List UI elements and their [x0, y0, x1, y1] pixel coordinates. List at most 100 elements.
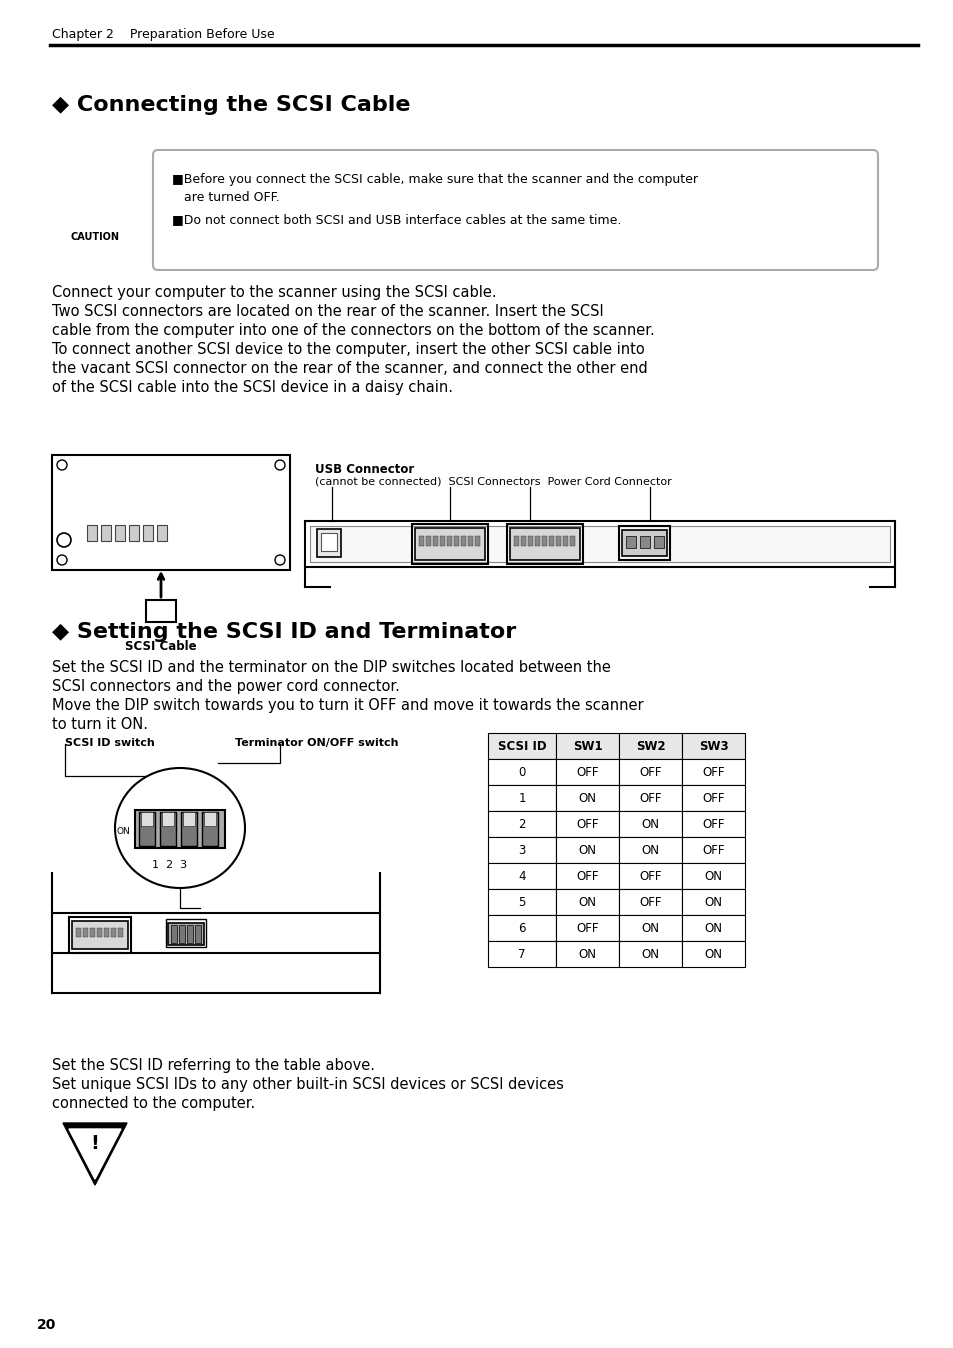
Bar [488, 733, 556, 759]
Bar [527, 537, 533, 546]
Text: ON: ON [578, 896, 596, 910]
Bar [187, 925, 193, 944]
Bar [460, 537, 465, 546]
Text: OFF: OFF [701, 793, 724, 806]
Bar [556, 537, 560, 546]
Bar [415, 528, 484, 559]
Text: OFF: OFF [576, 767, 598, 779]
Bar [618, 811, 681, 837]
Bar [146, 600, 175, 621]
Bar [488, 888, 556, 915]
Bar [488, 863, 556, 888]
Bar [681, 915, 744, 941]
Bar [447, 537, 452, 546]
Bar [183, 811, 194, 826]
Ellipse shape [115, 768, 245, 888]
Bar [433, 537, 437, 546]
Bar [488, 941, 556, 967]
FancyBboxPatch shape [152, 150, 877, 270]
Bar [310, 526, 889, 562]
Bar [52, 456, 290, 570]
Text: OFF: OFF [701, 767, 724, 779]
Text: OFF: OFF [576, 818, 598, 832]
Bar [475, 537, 479, 546]
Text: Terminator ON/OFF switch: Terminator ON/OFF switch [234, 737, 398, 748]
Bar [104, 927, 109, 937]
Text: ■Before you connect the SCSI cable, make sure that the scanner and the computer: ■Before you connect the SCSI cable, make… [172, 173, 698, 186]
Bar [488, 759, 556, 785]
Bar [162, 811, 173, 826]
Bar [618, 733, 681, 759]
Text: ON: ON [703, 949, 721, 961]
Bar [639, 537, 649, 549]
Text: OFF: OFF [701, 844, 724, 857]
Bar [83, 927, 88, 937]
Text: SCSI ID: SCSI ID [497, 740, 546, 754]
Bar [160, 811, 175, 847]
Bar [90, 927, 95, 937]
Bar [320, 532, 336, 551]
Text: OFF: OFF [639, 767, 661, 779]
Bar [541, 537, 546, 546]
Bar [118, 927, 123, 937]
Text: 2: 2 [517, 818, 525, 832]
Bar [454, 537, 458, 546]
Text: connected to the computer.: connected to the computer. [52, 1096, 255, 1111]
Bar [101, 524, 111, 541]
Bar [141, 811, 152, 826]
Text: Connect your computer to the scanner using the SCSI cable.: Connect your computer to the scanner usi… [52, 284, 497, 301]
Text: 4: 4 [517, 871, 525, 883]
Bar [618, 759, 681, 785]
Bar [681, 785, 744, 811]
Bar [681, 733, 744, 759]
Bar [426, 537, 431, 546]
Bar [157, 524, 167, 541]
Bar [681, 863, 744, 888]
Bar [135, 810, 225, 848]
Text: SW3: SW3 [698, 740, 727, 754]
Text: ON: ON [703, 922, 721, 936]
Text: Two SCSI connectors are located on the rear of the scanner. Insert the SCSI: Two SCSI connectors are located on the r… [52, 305, 603, 319]
Text: ON: ON [640, 818, 659, 832]
Text: Chapter 2    Preparation Before Use: Chapter 2 Preparation Before Use [52, 28, 274, 40]
Bar [556, 837, 618, 863]
Text: ◆ Connecting the SCSI Cable: ◆ Connecting the SCSI Cable [52, 94, 410, 115]
Text: ON: ON [578, 793, 596, 806]
Bar [562, 537, 567, 546]
Text: ON: ON [117, 826, 131, 836]
Text: Set the SCSI ID and the terminator on the DIP switches located between the: Set the SCSI ID and the terminator on th… [52, 661, 610, 675]
Bar [76, 927, 81, 937]
Text: OFF: OFF [576, 922, 598, 936]
Text: SCSI Cable: SCSI Cable [125, 640, 196, 652]
Bar [556, 759, 618, 785]
Bar [569, 537, 575, 546]
Bar [488, 915, 556, 941]
Bar [681, 941, 744, 967]
Text: 3: 3 [517, 844, 525, 857]
Bar [129, 524, 139, 541]
Text: OFF: OFF [639, 793, 661, 806]
Bar [115, 524, 125, 541]
Text: SW1: SW1 [572, 740, 601, 754]
Text: to turn it ON.: to turn it ON. [52, 717, 148, 732]
Bar [618, 837, 681, 863]
Text: 1: 1 [517, 793, 525, 806]
Polygon shape [69, 1130, 121, 1180]
Bar [618, 941, 681, 967]
Text: OFF: OFF [639, 896, 661, 910]
Bar [681, 759, 744, 785]
Text: are turned OFF.: are turned OFF. [172, 191, 279, 204]
Bar [535, 537, 539, 546]
Text: 5: 5 [517, 896, 525, 910]
Bar [468, 537, 473, 546]
Text: 6: 6 [517, 922, 525, 936]
Text: cable from the computer into one of the connectors on the bottom of the scanner.: cable from the computer into one of the … [52, 324, 654, 338]
Text: Set unique SCSI IDs to any other built-in SCSI devices or SCSI devices: Set unique SCSI IDs to any other built-i… [52, 1077, 563, 1092]
Text: CAUTION: CAUTION [71, 232, 119, 243]
Text: 7: 7 [517, 949, 525, 961]
Bar [143, 524, 152, 541]
Text: OFF: OFF [639, 871, 661, 883]
Bar [621, 530, 666, 555]
Bar [618, 863, 681, 888]
Bar [618, 526, 669, 559]
